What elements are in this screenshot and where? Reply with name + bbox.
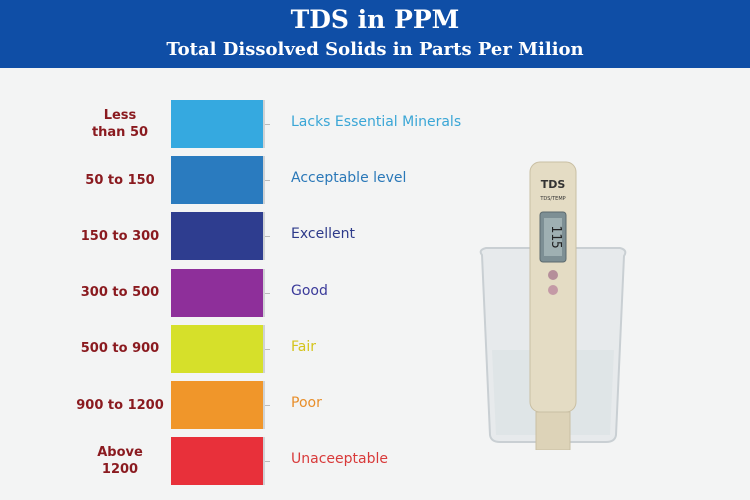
- range-label: 900 to 1200: [76, 397, 164, 413]
- bracket: [263, 212, 265, 261]
- bracket-tick: [265, 348, 270, 350]
- color-swatch: [171, 324, 263, 373]
- bracket: [263, 268, 265, 317]
- range-label: Less than 50: [91, 108, 149, 140]
- bracket: [263, 437, 265, 486]
- title: TDS in PPM: [290, 5, 460, 34]
- range-label: 300 to 500: [80, 285, 160, 301]
- bracket: [263, 324, 265, 373]
- color-swatch: [171, 156, 263, 205]
- tds-meter-image: TDS TDS/TEMP 115: [479, 161, 627, 450]
- bracket: [263, 381, 265, 429]
- level-description: Acceptable level: [291, 170, 407, 187]
- range-label: 150 to 300: [80, 228, 160, 244]
- bracket-tick: [265, 405, 270, 406]
- level-description: Fair: [291, 338, 316, 355]
- range-label: 50 to 150: [85, 172, 155, 188]
- color-swatch: [171, 437, 263, 486]
- color-swatch: [171, 268, 263, 317]
- bracket: [263, 100, 265, 148]
- level-description: Excellent: [291, 226, 355, 243]
- color-swatch: [171, 100, 263, 148]
- bracket-tick: [265, 124, 270, 125]
- meter-mode: TDS/TEMP: [539, 196, 565, 202]
- bracket: [263, 156, 265, 205]
- color-swatch: [171, 381, 263, 429]
- bracket-tick: [265, 461, 270, 463]
- bracket-tick: [265, 292, 270, 294]
- bracket-tick: [265, 180, 270, 182]
- range-label: Above 1200: [97, 445, 143, 478]
- meter-brand: TDS: [541, 178, 566, 191]
- range-label: 500 to 900: [80, 341, 160, 357]
- header: TDS in PPM Total Dissolved Solids in Par…: [0, 0, 750, 68]
- subtitle: Total Dissolved Solids in Parts Per Mili…: [166, 39, 584, 60]
- bracket-tick: [265, 236, 270, 238]
- level-description: Lacks Essential Minerals: [291, 114, 462, 130]
- level-description: Good: [291, 282, 328, 299]
- color-swatch: [171, 212, 263, 261]
- meter-reading: 115: [548, 225, 563, 248]
- level-description: Unaceeptable: [291, 451, 388, 468]
- level-description: Poor: [291, 395, 322, 411]
